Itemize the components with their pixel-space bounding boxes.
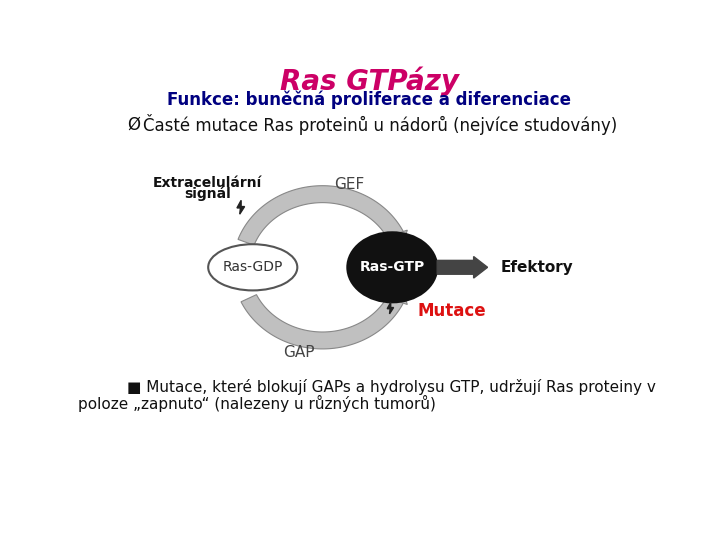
Text: signál: signál [184,187,231,201]
Polygon shape [387,302,394,314]
Polygon shape [385,230,408,248]
FancyArrow shape [437,256,487,278]
Text: ■ Mutace, které blokují GAPs a hydrolysu GTP, udržují Ras proteiny v: ■ Mutace, které blokují GAPs a hydrolysu… [127,379,656,395]
Polygon shape [238,186,410,251]
Polygon shape [237,200,245,214]
Text: GAP: GAP [284,345,315,360]
Text: Ø: Ø [127,116,140,134]
Text: Ras-GDP: Ras-GDP [222,260,283,274]
Text: Extracelulární: Extracelulární [153,176,262,190]
Polygon shape [241,284,410,349]
Text: GEF: GEF [335,177,365,192]
Text: Mutace: Mutace [417,302,486,320]
Ellipse shape [208,244,297,291]
Text: Ras GTPázy: Ras GTPázy [279,67,459,97]
Polygon shape [385,286,408,305]
Text: Ras-GTP: Ras-GTP [359,260,425,274]
Ellipse shape [348,233,437,302]
Text: Efektory: Efektory [500,260,574,275]
Text: poloze „zapnuto“ (nalezeny u různých tumorů): poloze „zapnuto“ (nalezeny u různých tum… [78,395,436,412]
Text: Časté mutace Ras proteinů u nádorů (nejvíce studovány): Časté mutace Ras proteinů u nádorů (nejv… [143,114,617,136]
Text: Funkce: buněčná proliferace a diferenciace: Funkce: buněčná proliferace a diferencia… [167,91,571,110]
